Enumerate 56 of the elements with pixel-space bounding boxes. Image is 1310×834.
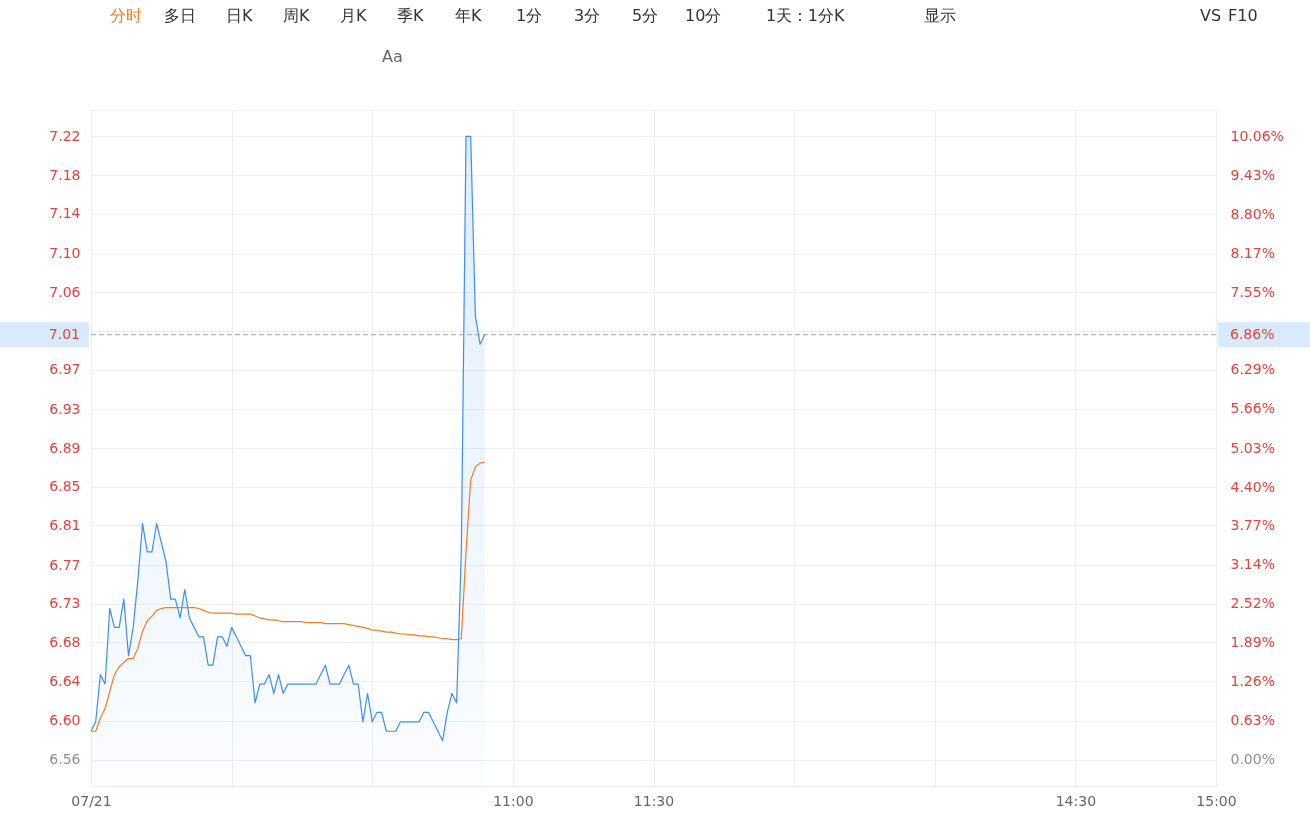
y-tick-label: 6.56 [49,751,81,768]
x-tick-label: 11:30 [633,792,675,809]
y-tick-label: 7.06 [49,283,81,300]
text: 分时 [110,6,142,25]
text: 日K [226,6,253,25]
y-tick-label: 6.85 [49,478,81,495]
y-tick-label: 6.60 [49,712,81,729]
y2-tick-label: 3.77% [1230,517,1275,534]
text: 1分 [516,6,543,25]
text: 1天 : 1分K [766,6,845,25]
y-tick-label: 7.10 [49,245,81,262]
text: 季K [397,6,424,25]
y2-tick-label: 0.00% [1230,751,1275,768]
ref-line-label: 7.01 [48,325,80,342]
y2-tick-label: 10.06% [1230,127,1284,144]
text: 显示 [924,6,956,25]
y2-tick-label: 3.14% [1230,556,1275,573]
y-tick-label: 6.97 [49,361,81,378]
text: Aa [382,47,403,66]
y-tick-label: 6.73 [49,595,81,612]
y-tick-label: 7.14 [49,205,81,222]
text: F10 [1228,6,1258,25]
y2-tick-label: 1.26% [1230,673,1275,690]
y-tick-label: 6.93 [49,400,81,417]
text: 5分 [632,6,659,25]
y2-tick-label: 0.63% [1230,712,1275,729]
x-tick-label: 15:00 [1196,792,1237,809]
y2-tick-label: 8.17% [1230,244,1275,261]
y2-tick-label: 5.03% [1230,439,1275,456]
y2-tick-label: 6.29% [1230,361,1275,378]
line-series [90,461,486,732]
text: 年K [455,6,482,25]
y-tick-label: 6.81 [49,516,81,533]
text: 月K [340,6,367,25]
x-tick-label: 14:30 [1055,792,1097,809]
y-tick-label: 6.68 [49,633,81,650]
y-tick-label: 6.89 [49,439,81,456]
y2-tick-label: 7.55% [1230,283,1275,300]
y2-tick-label: 1.89% [1230,634,1275,651]
text: 10分 [685,6,722,25]
text: 3分 [574,6,601,25]
y2-tick-label: 4.40% [1230,478,1275,495]
text: 6.86% [1230,325,1275,342]
y2-tick-label: 5.66% [1230,400,1275,417]
x-tick-label: 11:00 [493,792,534,809]
y-tick-label: 6.64 [49,672,81,689]
y2-tick-label: 8.80% [1230,205,1275,222]
text: 多日 [164,6,196,25]
y-tick-label: 6.77 [49,556,81,573]
text: VS [1200,6,1222,25]
x-tick-label: 07/21 [71,792,112,809]
y2-tick-label: 9.43% [1230,166,1275,183]
y2-tick-label: 2.52% [1230,595,1275,612]
text: 周K [283,6,310,25]
y-tick-label: 7.18 [49,166,81,183]
y-tick-label: 7.22 [49,127,81,144]
